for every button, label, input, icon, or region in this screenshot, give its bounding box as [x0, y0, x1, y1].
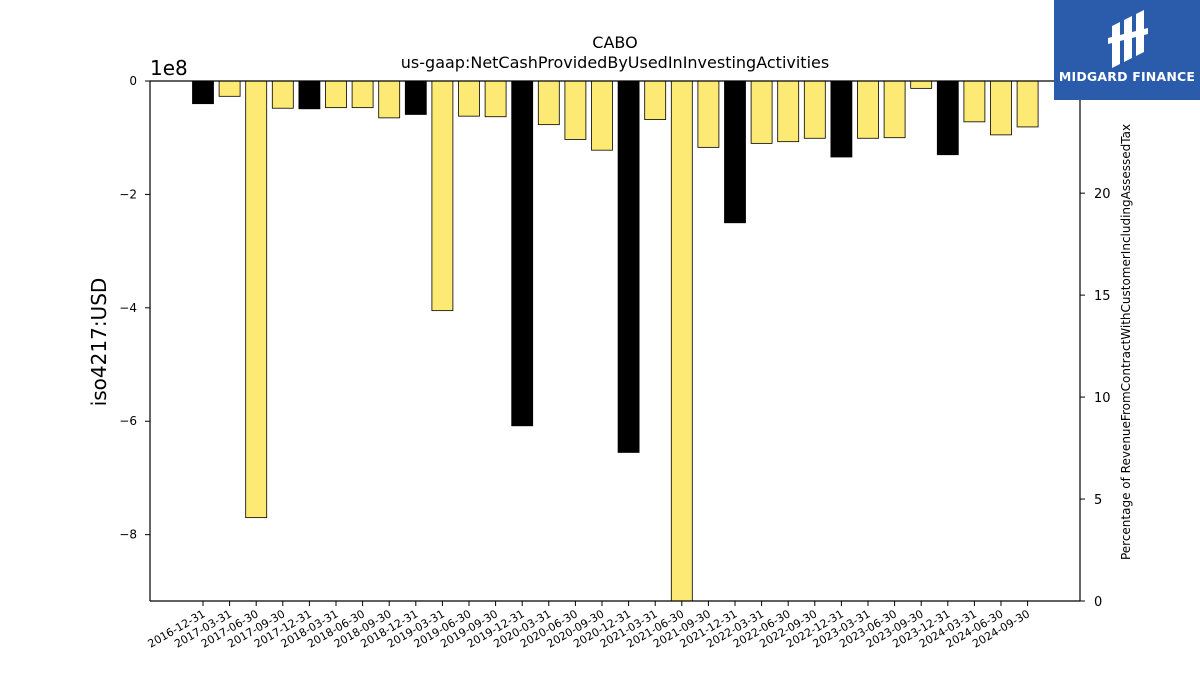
- bar: [936, 80, 959, 156]
- y-tick-label: −8: [119, 528, 137, 542]
- y-tick-label: −2: [119, 187, 137, 201]
- chart-subtitle: us-gaap:NetCashProvidedByUsedInInvesting…: [401, 53, 829, 72]
- bar: [271, 80, 294, 109]
- bar: [458, 80, 480, 117]
- bar: [883, 80, 906, 139]
- bar: [644, 80, 667, 120]
- y2-axis-label: Percentage of RevenueFromContractWithCus…: [1119, 124, 1133, 560]
- bar: [670, 80, 693, 602]
- y-offset-label: 1e8: [150, 56, 188, 80]
- bar: [351, 80, 374, 109]
- bar: [511, 80, 534, 427]
- bar: [537, 80, 560, 126]
- chart-title: CABO: [592, 33, 637, 52]
- bar: [245, 80, 268, 519]
- bar: [910, 80, 933, 89]
- bar: [1016, 80, 1039, 128]
- logo-mark-icon: [1108, 10, 1148, 68]
- bar: [298, 80, 321, 110]
- y-tick-label: −6: [119, 414, 137, 428]
- bar: [777, 80, 800, 143]
- y2-tick-label: 5: [1094, 493, 1102, 508]
- bar: [697, 80, 720, 148]
- bar: [325, 80, 347, 109]
- y2-tick-label: 20: [1094, 187, 1111, 202]
- logo-text: MIDGARD FINANCE: [1058, 69, 1196, 84]
- bar: [218, 80, 241, 97]
- bar: [404, 80, 427, 115]
- bar: [990, 80, 1012, 136]
- bar: [617, 80, 640, 453]
- axes: 0−2−4−6−8051015202016-12-312017-03-31201…: [119, 74, 1110, 651]
- brand-logo: MIDGARD FINANCE: [1054, 0, 1200, 100]
- bar: [378, 80, 401, 119]
- y-tick-label: 0: [129, 74, 137, 88]
- bar: [803, 80, 826, 139]
- bar: [830, 80, 853, 158]
- y2-tick-label: 15: [1094, 289, 1111, 304]
- y2-tick-label: 10: [1094, 391, 1111, 406]
- bar: [750, 80, 773, 144]
- bar: [192, 80, 214, 105]
- bar-series: [192, 80, 1039, 602]
- bar: [564, 80, 587, 140]
- bar: [591, 80, 613, 151]
- bar: [431, 80, 454, 312]
- bar: [484, 80, 507, 118]
- y2-tick-label: 0: [1094, 595, 1102, 610]
- bar: [724, 80, 746, 224]
- y-tick-label: −4: [119, 301, 137, 315]
- bar: [963, 80, 986, 123]
- bar: [857, 80, 879, 139]
- y-axis-label: iso4217:USD: [87, 278, 111, 407]
